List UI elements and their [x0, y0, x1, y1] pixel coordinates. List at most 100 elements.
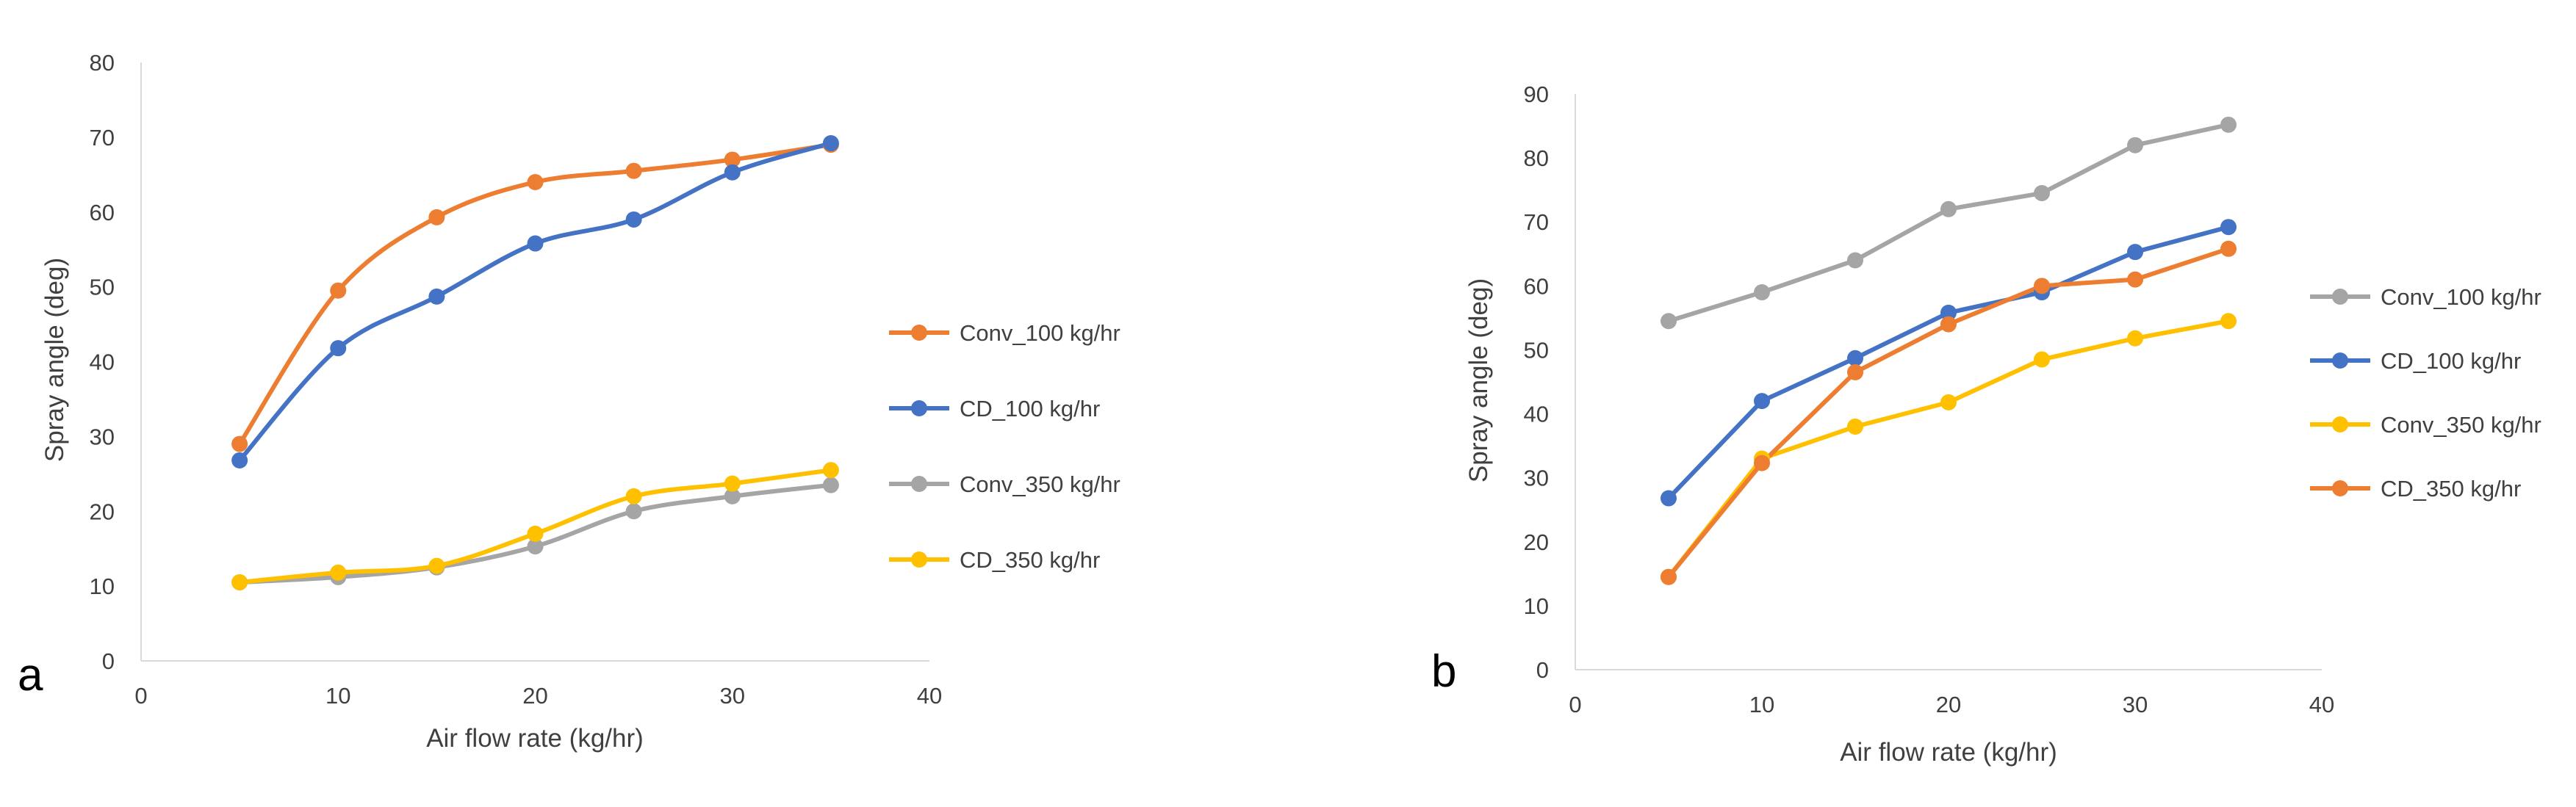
data-point: [1940, 200, 1957, 217]
data-point: [2127, 244, 2143, 261]
y-tick-label: 0: [1536, 657, 1549, 683]
data-point: [231, 574, 248, 591]
chart-panel-a: 0 10 20 30 40 50 60 70 80 0 10 20 30 40 Conv_100 kg/…: [18, 50, 1120, 753]
legend-label: CD_350 kg/hr: [960, 547, 1100, 573]
legend-swatch-marker: [911, 325, 927, 341]
data-point: [527, 174, 544, 190]
panel-label: a: [18, 650, 43, 701]
data-point: [527, 525, 544, 542]
y-tick-label: 50: [1524, 337, 1549, 363]
legend-label: Conv_100 kg/hr: [2381, 284, 2541, 310]
chart-panel-b: 0 10 20 30 40 50 60 70 80 90 0 10 20 30 40 Conv_100 k…: [1431, 82, 2541, 767]
y-tick-label: 70: [1524, 209, 1549, 235]
legend: Conv_100 kg/hr CD_100 kg/hr Conv_350 kg/hr…: [2310, 284, 2541, 502]
data-point: [822, 135, 839, 152]
data-point: [428, 288, 445, 305]
data-point: [2220, 219, 2237, 236]
x-axis-title: Air flow rate (kg/hr): [1840, 738, 2057, 767]
data-point: [1661, 568, 1677, 585]
data-point: [2220, 313, 2237, 330]
data-point: [527, 538, 544, 555]
legend: Conv_100 kg/hr CD_100 kg/hr Conv_350 kg/hr…: [889, 320, 1120, 573]
data-point: [330, 564, 347, 581]
y-tick-label: 80: [1524, 145, 1549, 171]
data-point: [2127, 137, 2143, 153]
data-point: [1847, 350, 1863, 366]
x-tick-label: 40: [917, 683, 942, 709]
data-point: [2034, 351, 2050, 368]
x-tick-labels: 0 10 20 30 40: [134, 683, 942, 709]
data-point: [330, 340, 347, 357]
x-tick-label: 10: [1749, 692, 1774, 717]
data-point: [724, 164, 741, 181]
legend-swatch-marker: [911, 551, 927, 568]
data-point: [2220, 116, 2237, 133]
series-line: [1666, 319, 2231, 579]
data-point: [822, 477, 839, 493]
x-tick-label: 30: [720, 683, 745, 709]
data-point: [625, 503, 642, 520]
y-tick-label: 20: [1524, 529, 1549, 555]
series-line: [1666, 122, 2231, 324]
data-point: [1940, 394, 1957, 410]
data-point: [625, 162, 642, 179]
legend-swatch-marker: [2332, 416, 2348, 433]
series-group: [1661, 116, 2237, 585]
legend-label: Conv_350 kg/hr: [960, 471, 1120, 497]
data-point: [1661, 313, 1677, 330]
y-tick-label: 50: [90, 275, 115, 300]
legend-label: Conv_100 kg/hr: [960, 320, 1120, 346]
data-point: [1847, 418, 1863, 435]
y-tick-label: 90: [1524, 82, 1549, 107]
x-tick-label: 0: [134, 683, 147, 709]
data-point: [2220, 240, 2237, 257]
series-line: [1666, 225, 2231, 501]
legend-label: CD_350 kg/hr: [2381, 476, 2521, 502]
legend-label: CD_100 kg/hr: [960, 396, 1100, 421]
data-point: [231, 452, 248, 468]
x-tick-label: 20: [1936, 692, 1961, 717]
y-tick-labels: 0 10 20 30 40 50 60 70 80 90: [1524, 82, 1549, 683]
y-tick-label: 20: [90, 499, 115, 524]
series-group: [231, 135, 839, 591]
data-point: [428, 209, 445, 225]
y-axis-title: Spray angle (deg): [40, 258, 69, 462]
data-point: [1661, 490, 1677, 507]
data-point: [724, 488, 741, 504]
data-point: [2127, 330, 2143, 347]
y-axis-title: Spray angle (deg): [1464, 278, 1493, 482]
x-tick-labels: 0 10 20 30 40: [1569, 692, 2334, 717]
y-tick-label: 10: [1524, 593, 1549, 619]
data-point: [1754, 393, 1770, 410]
y-tick-label: 70: [90, 125, 115, 151]
y-tick-label: 40: [90, 350, 115, 375]
legend-swatch-marker: [2332, 480, 2348, 496]
legend-label: Conv_350 kg/hr: [2381, 412, 2541, 438]
legend-swatch-marker: [911, 400, 927, 416]
data-point: [428, 557, 445, 574]
data-point: [1847, 252, 1863, 269]
data-point: [527, 235, 544, 252]
data-point: [625, 488, 642, 504]
data-point: [2034, 185, 2050, 202]
data-point: [1754, 284, 1770, 301]
y-tick-label: 40: [1524, 402, 1549, 427]
legend-swatch-marker: [2332, 289, 2348, 305]
data-point: [724, 475, 741, 492]
x-tick-label: 0: [1569, 692, 1581, 717]
data-point: [1940, 316, 1957, 333]
legend-swatch-marker: [2332, 352, 2348, 369]
x-axis-title: Air flow rate (kg/hr): [426, 724, 644, 753]
y-tick-label: 60: [1524, 273, 1549, 299]
data-point: [1847, 363, 1863, 380]
y-tick-label: 30: [90, 424, 115, 449]
legend-label: CD_100 kg/hr: [2381, 348, 2521, 374]
data-point: [822, 462, 839, 479]
data-point: [1940, 304, 1957, 321]
data-point: [1754, 455, 1770, 471]
x-tick-label: 30: [2123, 692, 2148, 717]
x-tick-label: 20: [522, 683, 547, 709]
y-tick-label: 80: [90, 50, 115, 76]
data-point: [625, 211, 642, 228]
